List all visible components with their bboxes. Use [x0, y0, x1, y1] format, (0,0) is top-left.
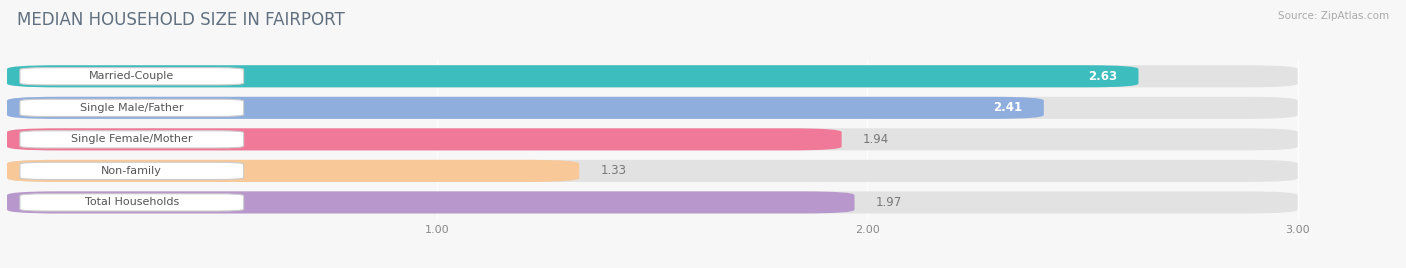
Text: Single Female/Mother: Single Female/Mother: [72, 134, 193, 144]
FancyBboxPatch shape: [20, 99, 243, 116]
FancyBboxPatch shape: [7, 97, 1298, 119]
Text: Total Households: Total Households: [84, 198, 179, 207]
Text: Non-family: Non-family: [101, 166, 162, 176]
FancyBboxPatch shape: [7, 128, 842, 150]
Text: 2.41: 2.41: [993, 101, 1022, 114]
Text: 1.94: 1.94: [863, 133, 890, 146]
FancyBboxPatch shape: [7, 128, 1298, 150]
FancyBboxPatch shape: [7, 97, 1043, 119]
FancyBboxPatch shape: [20, 162, 243, 180]
FancyBboxPatch shape: [20, 68, 243, 85]
Text: Source: ZipAtlas.com: Source: ZipAtlas.com: [1278, 11, 1389, 21]
Text: 2.63: 2.63: [1088, 70, 1116, 83]
FancyBboxPatch shape: [7, 65, 1298, 87]
Text: MEDIAN HOUSEHOLD SIZE IN FAIRPORT: MEDIAN HOUSEHOLD SIZE IN FAIRPORT: [17, 11, 344, 29]
Text: 1.33: 1.33: [600, 164, 627, 177]
Text: 1.97: 1.97: [876, 196, 903, 209]
FancyBboxPatch shape: [7, 160, 579, 182]
FancyBboxPatch shape: [20, 131, 243, 148]
FancyBboxPatch shape: [7, 65, 1139, 87]
FancyBboxPatch shape: [7, 160, 1298, 182]
FancyBboxPatch shape: [20, 194, 243, 211]
FancyBboxPatch shape: [7, 191, 1298, 213]
FancyBboxPatch shape: [7, 191, 855, 213]
Text: Married-Couple: Married-Couple: [89, 71, 174, 81]
Text: Single Male/Father: Single Male/Father: [80, 103, 184, 113]
